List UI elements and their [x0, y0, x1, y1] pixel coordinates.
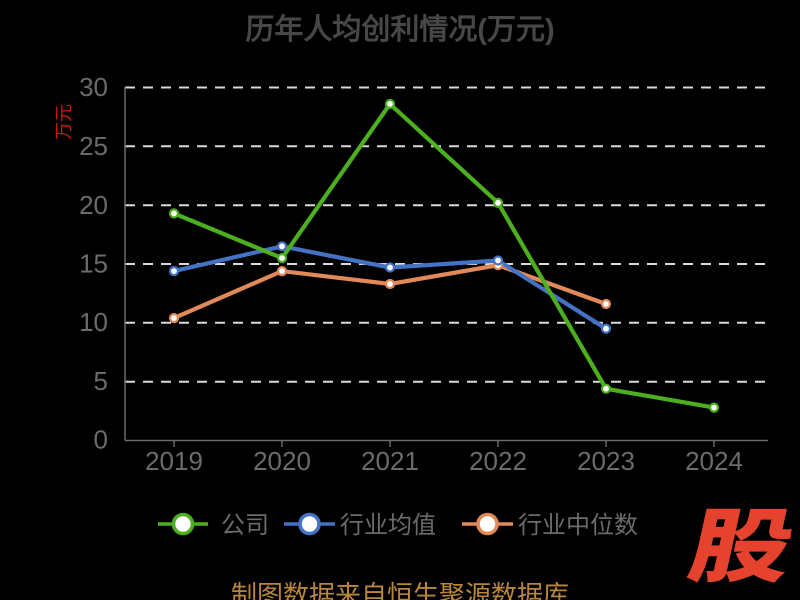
svg-text:行业均值: 行业均值 — [340, 512, 436, 539]
svg-text:15: 15 — [79, 249, 108, 279]
svg-text:2020: 2020 — [253, 446, 311, 476]
svg-text:2019: 2019 — [145, 446, 203, 476]
svg-text:公司: 公司 — [221, 512, 269, 539]
svg-text:2023: 2023 — [577, 446, 635, 476]
svg-text:行业中位数: 行业中位数 — [518, 512, 638, 539]
svg-text:5: 5 — [94, 366, 108, 396]
svg-text:25: 25 — [79, 131, 108, 161]
svg-text:30: 30 — [79, 72, 108, 102]
svg-text:20: 20 — [79, 190, 108, 220]
svg-text:2021: 2021 — [361, 446, 419, 476]
svg-text:10: 10 — [79, 307, 108, 337]
svg-text:0: 0 — [94, 425, 108, 455]
svg-text:2024: 2024 — [685, 446, 743, 476]
svg-text:2022: 2022 — [469, 446, 527, 476]
